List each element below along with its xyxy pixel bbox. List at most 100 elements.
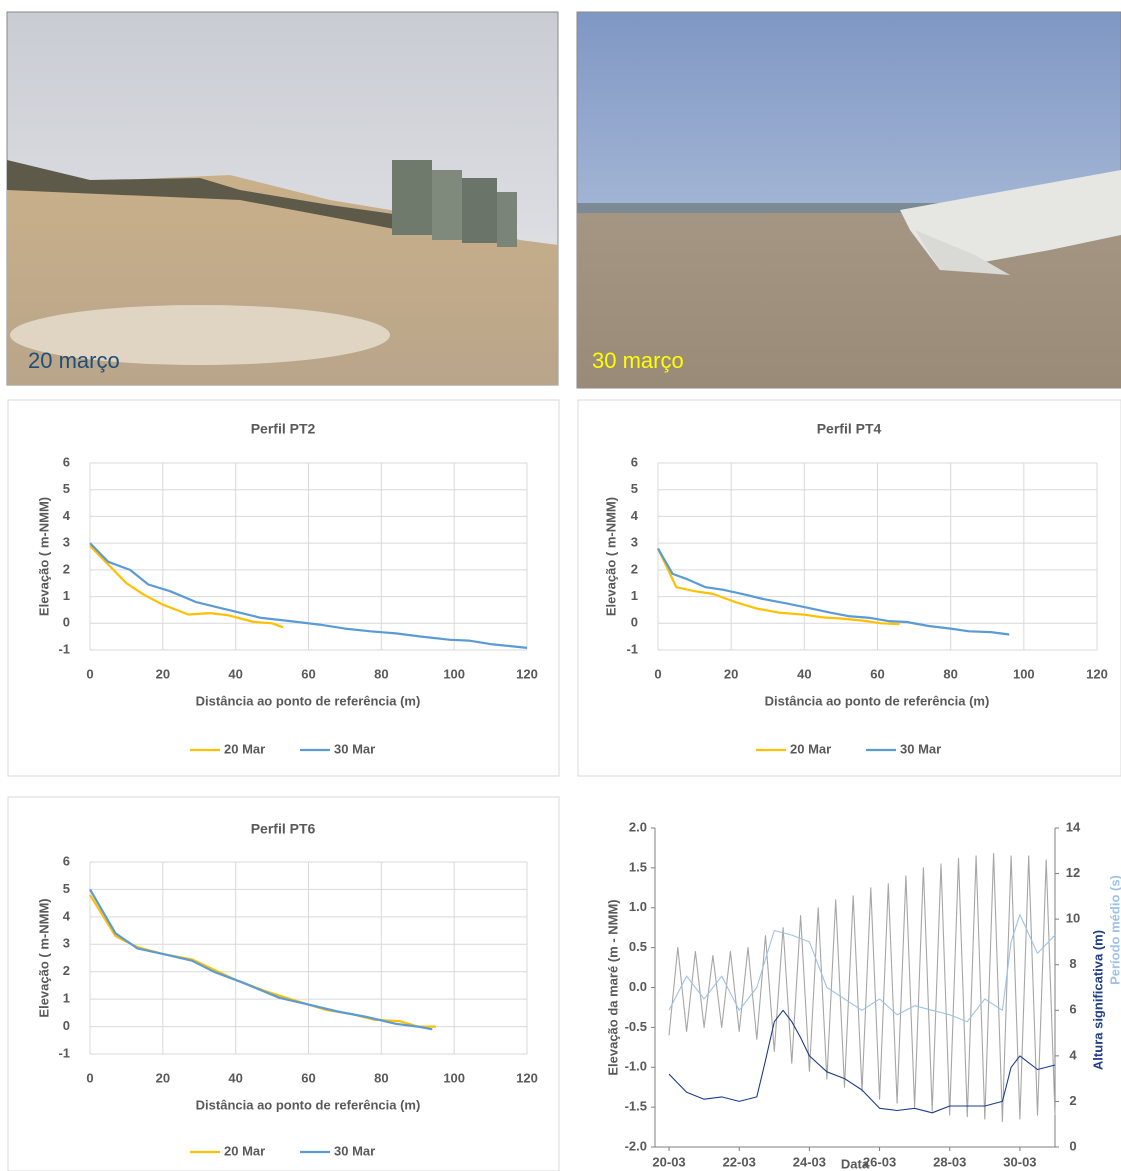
y-tick-label: -2.0: [625, 1138, 647, 1153]
y-tick-label: 6: [63, 454, 70, 469]
data-line: [668, 914, 1056, 1023]
x-tick-label: 26-03: [863, 1154, 896, 1169]
y-tick-label: 5: [631, 481, 638, 496]
x-tick-label: 100: [443, 666, 465, 681]
y-tick-label: 2.0: [629, 819, 647, 834]
y2-tick-label: 0: [1069, 1138, 1076, 1153]
y-tick-label: 3: [63, 535, 70, 550]
y-tick-label: -1.0: [625, 1059, 647, 1074]
x-tick-label: 120: [1086, 666, 1108, 681]
data-line: [657, 548, 900, 626]
chart-frame: [577, 399, 1121, 777]
chart-frame: [7, 399, 560, 777]
x-tick-label: 80: [374, 666, 388, 681]
chart-title: Perfil PT6: [251, 821, 316, 837]
x-tick-label: 120: [516, 1070, 538, 1085]
x-tick-label: 20: [724, 666, 738, 681]
y-tick-label: 1: [631, 588, 638, 603]
y-tick-label: 3: [63, 936, 70, 951]
y-axis-label: Elevação ( m-NMM): [36, 898, 51, 1017]
y-tick-label: 1: [63, 588, 70, 603]
y-tick-label: 5: [63, 481, 70, 496]
y-axis-label: Elevação ( m-NMM): [36, 497, 51, 616]
x-tick-label: 0: [86, 666, 93, 681]
x-tick-label: 100: [443, 1070, 465, 1085]
y-tick-label: 2: [631, 561, 638, 576]
x-tick-label: 60: [301, 1070, 315, 1085]
x-tick-label: 100: [1013, 666, 1035, 681]
x-tick-label: 20: [156, 1070, 170, 1085]
x-tick-label: 40: [228, 1070, 242, 1085]
y-axis-label: Elevação da maré (m - NMM): [605, 899, 620, 1075]
chart-title: Perfil PT2: [251, 421, 316, 437]
chart-frame: [7, 796, 560, 1171]
legend-label: 30 Mar: [334, 1143, 375, 1158]
y-tick-label: 0: [63, 1018, 70, 1033]
y-tick-label: 4: [63, 508, 71, 523]
x-axis-label: Distância ao ponto de referência (m): [765, 693, 990, 708]
y-axis-label: Elevação ( m-NMM): [603, 497, 618, 616]
y-tick-label: 3: [631, 535, 638, 550]
y-tick-label: 4: [631, 508, 639, 523]
y-tick-label: 2: [63, 963, 70, 978]
y2-tick-label: 6: [1069, 1002, 1076, 1017]
x-tick-label: 22-03: [723, 1154, 756, 1169]
y-tick-label: -1.5: [625, 1099, 647, 1114]
y-tick-label: 0.5: [629, 939, 647, 954]
y-tick-label: 4: [63, 908, 71, 923]
x-tick-label: 40: [797, 666, 811, 681]
data-line: [89, 542, 528, 649]
data-line: [89, 545, 284, 629]
x-tick-label: 80: [943, 666, 957, 681]
x-tick-label: 0: [86, 1070, 93, 1085]
y-tick-label: -1: [58, 641, 70, 656]
data-line: [668, 852, 1056, 1123]
x-axis-label: Distância ao ponto de referência (m): [196, 693, 421, 708]
photo-20-marco: 20 março: [6, 11, 559, 386]
legend-label: 20 Mar: [224, 1143, 265, 1158]
x-tick-label: 24-03: [793, 1154, 826, 1169]
y-tick-label: 0.0: [629, 979, 647, 994]
x-tick-label: 60: [301, 666, 315, 681]
data-line: [657, 547, 1010, 636]
y-tick-label: 5: [63, 881, 70, 896]
y-tick-label: 0: [63, 615, 70, 630]
x-tick-label: 60: [870, 666, 884, 681]
y2-tick-label: 12: [1066, 865, 1080, 880]
photo-caption: 30 março: [592, 348, 684, 373]
legend-label: 20 Mar: [790, 741, 831, 756]
y2-tick-label: 14: [1066, 819, 1081, 834]
x-tick-label: 80: [374, 1070, 388, 1085]
y2-axis-label: Período médio (s): [1107, 875, 1121, 985]
y-tick-label: 6: [63, 853, 70, 868]
y-tick-label: 6: [631, 454, 638, 469]
y-tick-label: 2: [63, 561, 70, 576]
y-tick-label: 1: [63, 991, 70, 1006]
x-axis-label: Distância ao ponto de referência (m): [196, 1097, 421, 1112]
y-tick-label: -1: [626, 641, 638, 656]
legend-label: 30 Mar: [334, 741, 375, 756]
x-tick-label: 20-03: [652, 1154, 685, 1169]
photo-caption: 20 março: [28, 348, 120, 373]
y-tick-label: 1.0: [629, 899, 647, 914]
y-tick-label: -0.5: [625, 1019, 647, 1034]
x-tick-label: 40: [228, 666, 242, 681]
data-line: [668, 1009, 1056, 1114]
x-axis-label: Data: [841, 1156, 870, 1171]
y-tick-label: 0: [631, 615, 638, 630]
y2-tick-label: 10: [1066, 911, 1080, 926]
legend-label: 30 Mar: [900, 741, 941, 756]
legend-label: 20 Mar: [224, 741, 265, 756]
x-tick-label: 30-03: [1003, 1154, 1036, 1169]
y2-tick-label: 2: [1069, 1093, 1076, 1108]
x-tick-label: 0: [654, 666, 661, 681]
x-tick-label: 28-03: [933, 1154, 966, 1169]
y2-tick-label: 8: [1069, 956, 1076, 971]
y2-axis-label: Altura significativa (m): [1090, 930, 1105, 1070]
y2-tick-label: 4: [1069, 1047, 1077, 1062]
x-tick-label: 120: [516, 666, 538, 681]
chart-title: Perfil PT4: [817, 421, 882, 437]
y-tick-label: 1.5: [629, 859, 647, 874]
data-line: [89, 888, 433, 1031]
